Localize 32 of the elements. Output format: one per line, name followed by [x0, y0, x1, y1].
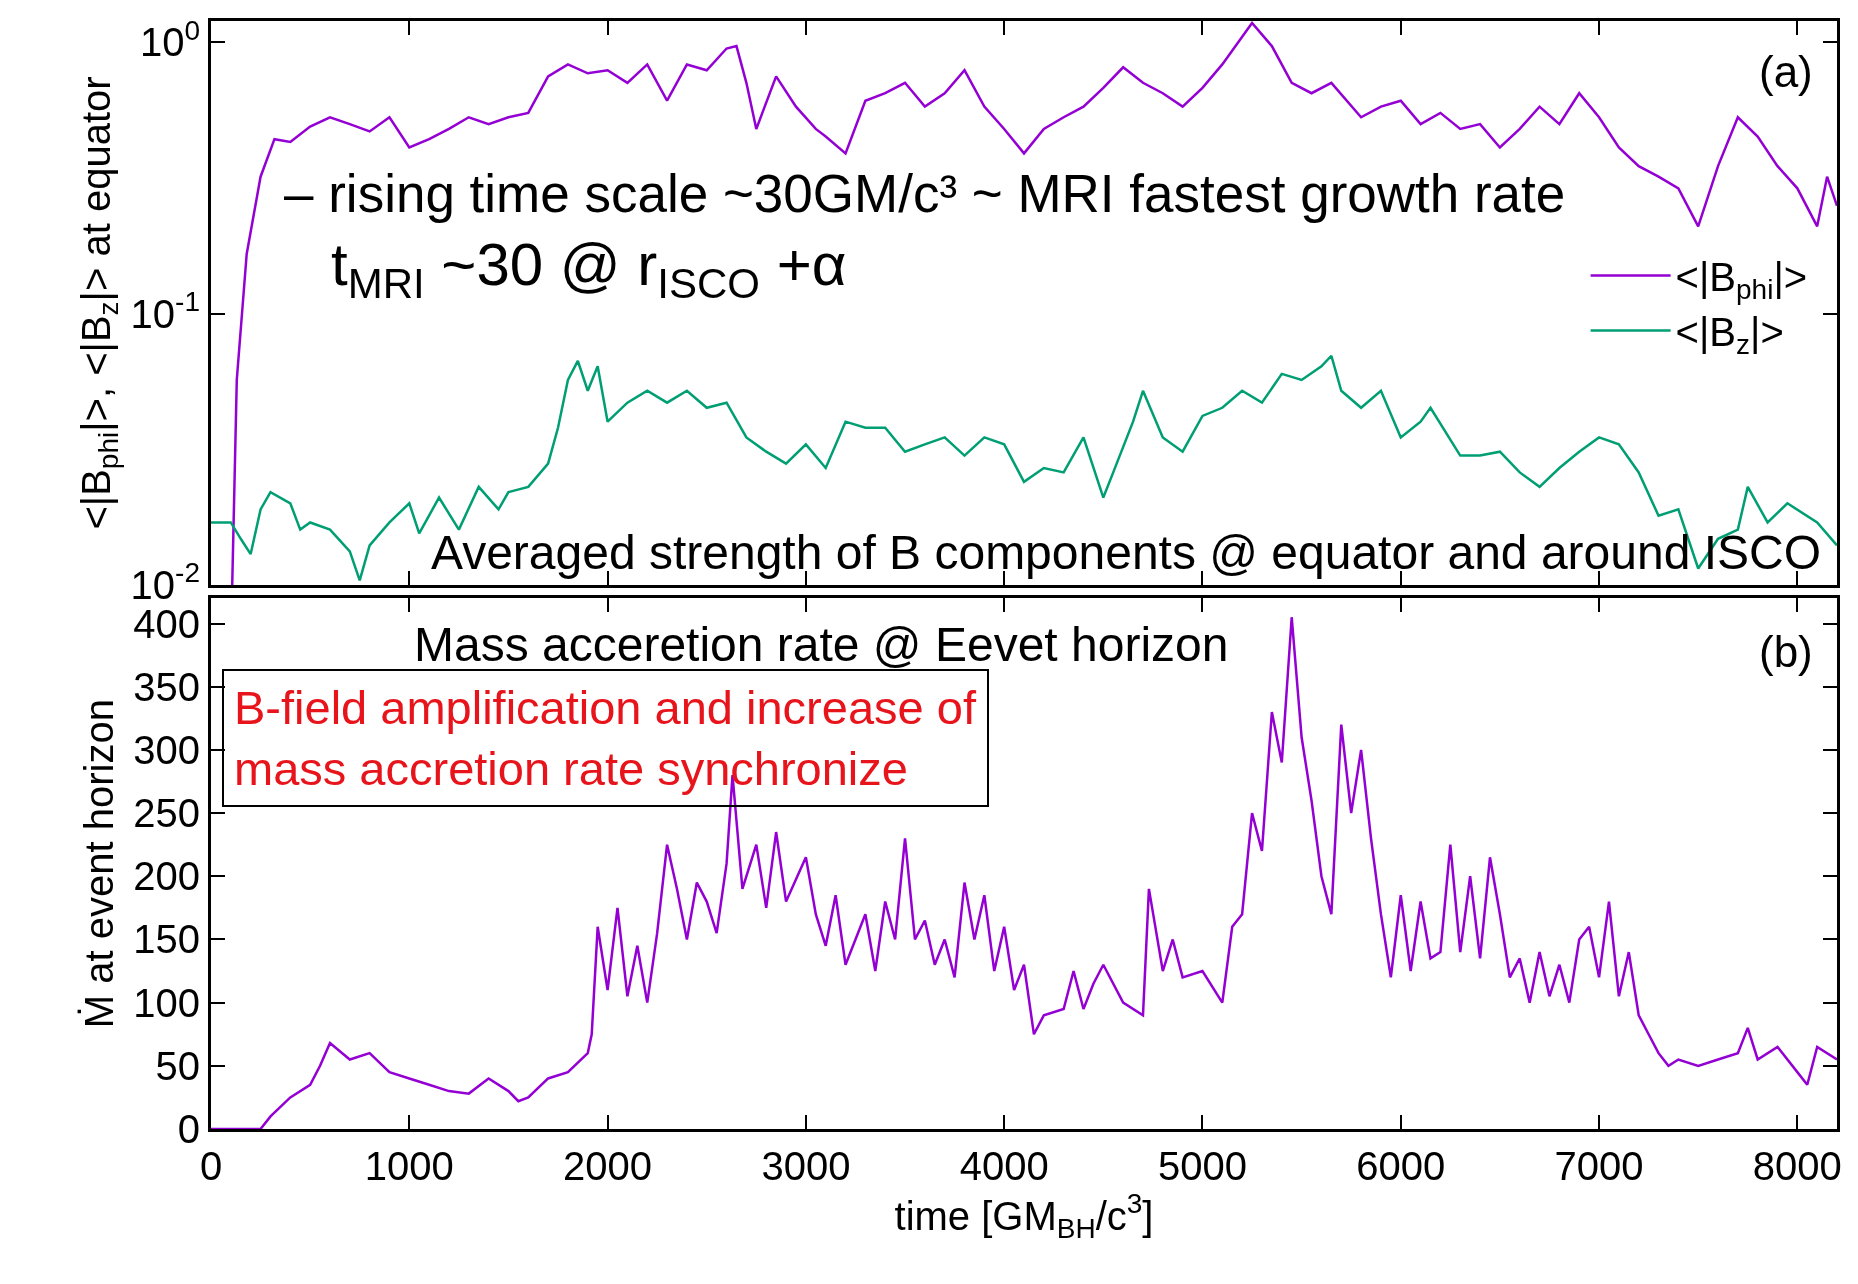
legend-label: <|B$_{phi}$|>	[1675, 255, 1808, 306]
annotation: (b)	[1759, 627, 1813, 676]
x-tick-label: 1000	[364, 1144, 454, 1188]
annotation: (a)	[1759, 47, 1813, 96]
y-axis-title: Ṁ at event horizon	[76, 699, 121, 1029]
y-tick-label: 300	[133, 727, 200, 772]
x-tick-label: 7000	[1554, 1144, 1644, 1188]
x-tick-label: 2000	[563, 1144, 653, 1188]
annotation: B-field amplification and increase of mass accretion rate synchronize	[234, 681, 977, 796]
line-series	[211, 354, 1837, 582]
y-tick-label: 350	[133, 664, 200, 709]
y-tick-label: 200	[133, 854, 200, 899]
line-series	[211, 615, 1837, 1129]
y-tick-label: 10$^{0}$	[139, 14, 200, 65]
x-axis-title: time [GM$_{BH}$/c$^{3}$]	[894, 1188, 1154, 1245]
annotation: – rising time scale ~30GM/c³ ~ MRI fastest growth rate	[284, 164, 1566, 223]
annotation: Mass acceretion rate @ Eevet horizon	[414, 618, 1229, 671]
x-tick-label: 5000	[1157, 1144, 1247, 1188]
x-tick-label: 8000	[1752, 1144, 1842, 1188]
x-tick-label: 3000	[761, 1144, 851, 1188]
y-tick-label: 0	[177, 1107, 200, 1151]
y-tick-label: 10$^{-1}$	[130, 285, 200, 336]
annotation: Averaged strength of B components @ equator and around ISCO	[431, 526, 1822, 579]
y-tick-label: 50	[155, 1043, 200, 1088]
line-series	[230, 21, 1837, 585]
legend-label: <|B$_{z}$|>	[1675, 310, 1784, 361]
y-tick-label: 250	[133, 791, 200, 836]
x-tick-label: 4000	[959, 1144, 1049, 1188]
y-tick-label: 100	[133, 980, 200, 1025]
y-tick-label: 150	[133, 917, 200, 962]
x-tick-label: 6000	[1356, 1144, 1446, 1188]
annotation: t$_{MRI}$ ~30 @ r$_{ISCO}$ +α	[331, 231, 847, 307]
